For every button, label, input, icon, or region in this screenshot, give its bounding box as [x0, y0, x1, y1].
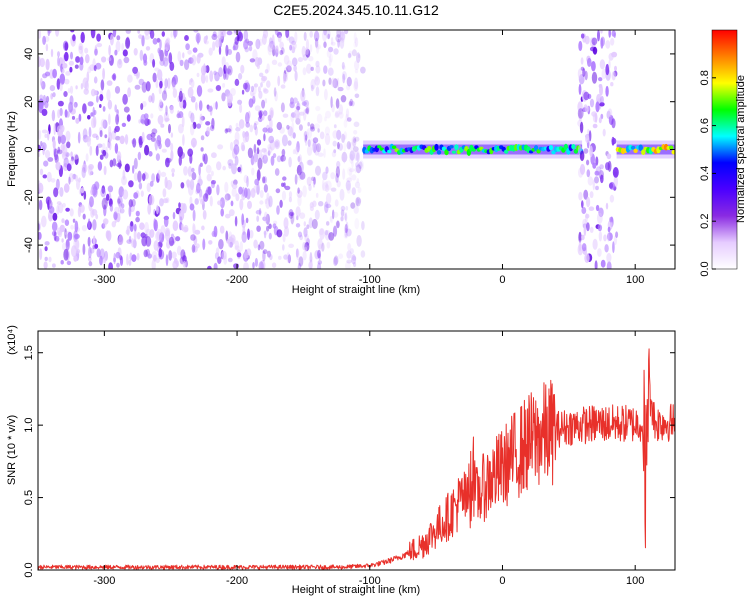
colorbar-tick-label: 0.8: [699, 70, 711, 85]
snr-scale-note: (x10⁴): [6, 325, 18, 355]
snr-x-tick-label: 100: [626, 575, 644, 587]
snr-x-axis-label: Height of straight line (km): [292, 584, 420, 596]
colorbar-label: Normalized spectral amplitude: [735, 75, 747, 223]
snr-x-tick-label: -300: [93, 575, 115, 587]
colorbar-ticks: 0.0 0.2 0.4 0.6 0.8: [699, 70, 716, 277]
snr-x-tick-label: -100: [359, 575, 381, 587]
colorbar: 0.0 0.2 0.4 0.6 0.8 Normalized spectral ampl…: [699, 29, 747, 277]
colorbar-tick-label: 0.4: [699, 166, 711, 181]
figure-title: C2E5.2024.345.10.11.G12: [273, 2, 439, 18]
snr-frame: [37, 330, 676, 571]
colorbar-tick-label: 0.6: [699, 118, 711, 133]
heatmap-y-tick-label: -20: [23, 189, 35, 205]
heatmap-x-axis-label: Height of straight line (km): [292, 284, 420, 296]
snr-panel: -300 -200 -100 0 100 0.0 0.5 1.0 1.5 Height of s…: [6, 325, 676, 596]
snr-series-line: [38, 348, 675, 570]
snr-x-tick-label: 0: [499, 575, 505, 587]
snr-ticks: -300 -200 -100 0 100 0.0 0.5 1.0 1.5: [23, 331, 675, 587]
heatmap-x-tick-label: 100: [626, 274, 644, 286]
snr-y-tick-label: 1.5: [23, 345, 35, 360]
heatmap-x-tick-label: -300: [93, 274, 115, 286]
snr-y-axis-label: SNR (10 * v/v): [6, 415, 18, 485]
heatmap-y-tick-label: 0: [23, 146, 35, 152]
heatmap-y-tick-label: 20: [23, 96, 35, 108]
heatmap-y-tick-label: -40: [23, 237, 35, 253]
snr-y-tick-label: 0.0: [23, 562, 35, 577]
snr-y-tick-label: 1.0: [23, 418, 35, 433]
heatmap-x-tick-label: 0: [499, 274, 505, 286]
heatmap-x-tick-label: -200: [226, 274, 248, 286]
colorbar-gradient: [711, 29, 738, 270]
heatmap-cells: [38, 30, 675, 269]
colorbar-tick-label: 0.0: [699, 261, 711, 276]
colorbar-tick-label: 0.2: [699, 214, 711, 229]
snr-y-tick-label: 0.5: [23, 490, 35, 505]
heatmap-x-tick-label: -100: [359, 274, 381, 286]
heatmap-y-tick-label: 40: [23, 48, 35, 60]
heatmap-y-axis-label: Frequency (Hz): [6, 111, 18, 187]
snr-x-tick-label: -200: [226, 575, 248, 587]
